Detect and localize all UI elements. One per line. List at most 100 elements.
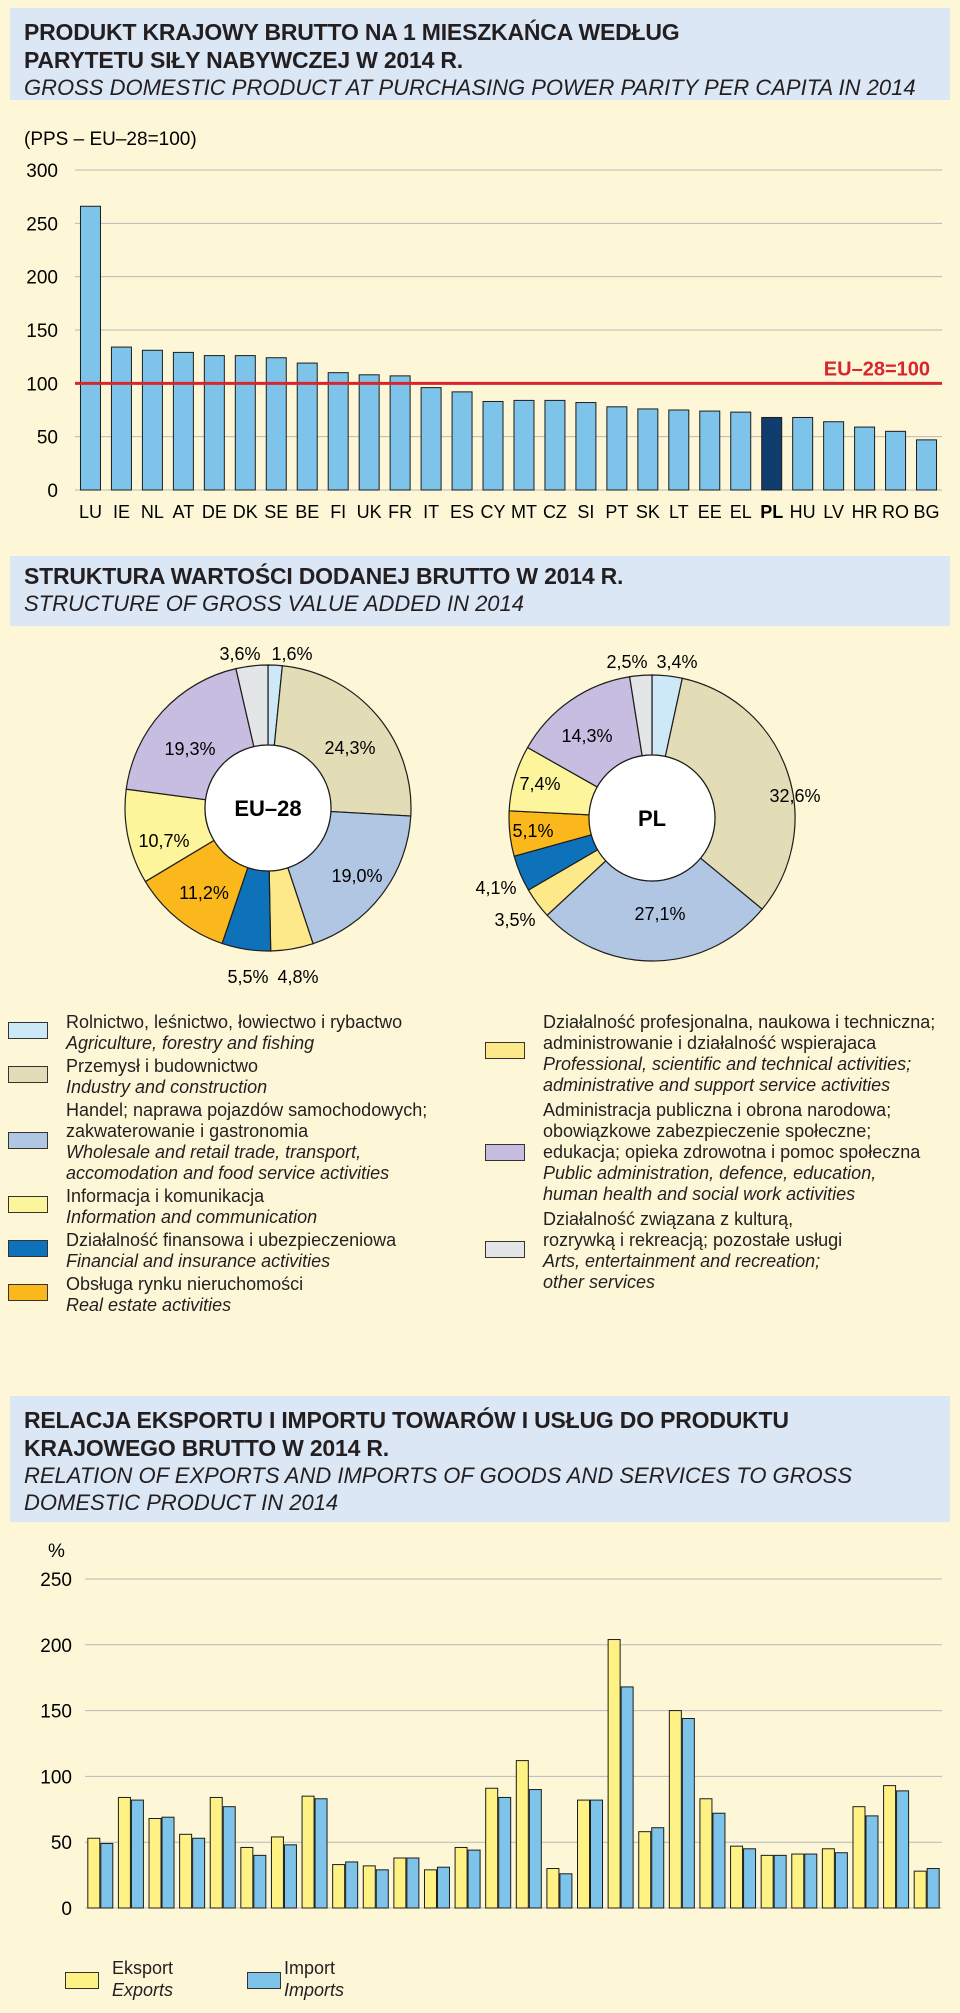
bar-exports-mt	[668, 1710, 682, 1909]
bar-imports-ee	[314, 1798, 328, 1909]
x-tick-label: FI	[398, 1919, 414, 1920]
section3-title-pl: RELACJA EKSPORTU I IMPORTU TOWARÓW I USŁ…	[24, 1407, 789, 1461]
legend-swatch-professional	[485, 1042, 525, 1059]
legend-swatch-arts	[485, 1241, 525, 1258]
legend-swatch-public-admin	[485, 1144, 525, 1161]
section1-header: PRODUKT KRAJOWY BRUTTO NA 1 MIESZKAŃCA W…	[10, 8, 950, 100]
legend-swatch-information	[8, 1196, 48, 1213]
legend-financial-en: Financial and insurance activities	[66, 1251, 331, 1271]
legend-agriculture-pl: Rolnictwo, leśnictwo, łowiectwo i rybact…	[66, 1012, 403, 1032]
reference-line-label: EU–28=100	[824, 358, 930, 380]
y-tick-label: 50	[37, 428, 58, 449]
x-tick-label: SK	[636, 502, 660, 522]
legend-professional-en1: Professional, scientific and technical a…	[543, 1054, 912, 1074]
legend-swatch-trade	[8, 1132, 48, 1149]
bar-ro	[885, 430, 907, 491]
legend-public-admin-en1: Public administration, defence, educatio…	[543, 1163, 877, 1183]
x-tick-label: AT	[173, 502, 195, 522]
bar-el	[730, 411, 752, 491]
bar-es	[451, 391, 473, 491]
x-tick-label: IE	[520, 1919, 537, 1920]
legend-information-en: Information and communication	[66, 1207, 318, 1227]
legend-professional-en2: administrative and support service activ…	[543, 1075, 891, 1095]
pl-center-label: PL	[638, 806, 666, 831]
x-tick-label: HU	[790, 502, 816, 522]
bar-exports-lt	[577, 1799, 591, 1909]
bar-imports-pt	[773, 1854, 787, 1909]
x-tick-label: SE	[823, 1919, 847, 1920]
bar-mt	[513, 399, 535, 491]
legend-trade-pl2: zakwaterowanie i gastronomia	[66, 1121, 309, 1141]
bar-pl	[761, 416, 783, 491]
bar-imports-at	[100, 1843, 114, 1909]
x-tick-label: LV	[641, 1919, 662, 1920]
bar-ie	[110, 346, 132, 491]
bar-lu	[79, 205, 101, 491]
bar-exports-de	[240, 1846, 254, 1909]
legend-exports-en: Exports	[112, 1980, 174, 2000]
section1-title-pl: PRODUKT KRAJOWY BRUTTO NA 1 MIESZKAŃCA W…	[24, 19, 680, 73]
section1-title-en: GROSS DOMESTIC PRODUCT AT PURCHASING POW…	[24, 75, 916, 100]
bar-fi	[327, 372, 349, 491]
x-tick-label: NL	[141, 502, 164, 522]
x-tick-label: SI	[857, 1919, 874, 1920]
gva-legend-left: Rolnictwo, leśnictwo, łowiectwo i rybact…	[8, 1012, 478, 1316]
x-tick-label: BE	[119, 1919, 143, 1920]
gva-structure-pie-charts: 1,6% 24,3% 19,0% 4,8% 5,5% 11,2% 10,7% 19,3% 3,6…	[124, 644, 821, 987]
bar-imports-hu	[498, 1796, 512, 1909]
section3-title-en: RELATION OF EXPORTS AND IMPORTS OF GOODS…	[24, 1463, 853, 1515]
y-tick-label: 0	[47, 481, 58, 502]
x-tick-label: PT	[605, 502, 628, 522]
legend-public-admin-pl2: obowiązkowe zabezpieczenie społeczne;	[543, 1121, 872, 1141]
x-tick-label: RO	[791, 1919, 818, 1920]
legend-item-trade: Handel; naprawa pojazdów samochodowych; …	[8, 1100, 478, 1184]
bar-imports-cz	[222, 1806, 236, 1909]
bar-exports-hu	[485, 1787, 499, 1909]
bar-imports-si	[865, 1815, 879, 1909]
x-tick-label: BE	[295, 502, 319, 522]
bar-cy	[482, 400, 504, 491]
x-tick-label: EL	[730, 502, 752, 522]
pl-slice-label: 32,6%	[769, 786, 820, 806]
x-tick-label: EL	[334, 1919, 356, 1920]
pl-slice-label: 5,1%	[512, 821, 553, 841]
bar-exports-si	[852, 1806, 866, 1909]
bar-be	[296, 362, 318, 491]
bar-imports-el	[345, 1861, 359, 1909]
legend-item-professional: Działalność profesjonalna, naukowa i tec…	[485, 1012, 955, 1096]
bar-exports-lu	[607, 1639, 621, 1909]
bar-exports-bg	[148, 1818, 162, 1909]
legend-item-real-estate: Obsługa rynku nieruchomości Real estate …	[8, 1274, 478, 1316]
bar-cz	[544, 399, 566, 491]
bar-exports-sk	[883, 1785, 897, 1909]
legend-exports-pl: Eksport	[112, 1958, 174, 1978]
bar-imports-it	[559, 1873, 573, 1909]
x-tick-label: BG	[149, 1919, 175, 1920]
x-tick-label: MT	[669, 1919, 695, 1920]
legend-trade-en2: accomodation and food service activities	[66, 1163, 390, 1183]
bar-exports-el	[332, 1864, 346, 1909]
bar-exports-hr	[454, 1846, 468, 1909]
bar-lt	[668, 409, 690, 491]
bar-exports-uk	[913, 1870, 927, 1909]
bar-lv	[823, 421, 845, 491]
bar-exports-ee	[301, 1795, 315, 1909]
x-tick-label: DK	[271, 1919, 296, 1920]
bar-exports-ie	[515, 1760, 529, 1909]
bar-imports-lt	[590, 1799, 604, 1909]
bar-imports-cy	[192, 1837, 206, 1909]
bar-imports-nl	[712, 1812, 726, 1909]
bar-imports-ie	[528, 1789, 542, 1909]
pl-slice-label: 7,4%	[519, 774, 560, 794]
legend-real-estate-pl: Obsługa rynku nieruchomości	[66, 1274, 304, 1294]
bar-exports-cz	[209, 1796, 223, 1909]
legend-arts-pl2: rozrywką i rekreacją; pozostałe usługi	[543, 1230, 843, 1250]
section2-title-pl: STRUKTURA WARTOŚCI DODANEJ BRUTTO W 2014…	[24, 563, 624, 589]
bar-imports-ro	[804, 1853, 818, 1909]
y-tick-label: 250	[26, 214, 58, 235]
x-tick-label: UK	[914, 1919, 939, 1920]
x-tick-label: NL	[701, 1919, 724, 1920]
pl-center-hole	[588, 754, 716, 882]
x-tick-label: PL	[732, 1919, 755, 1920]
x-tick-label: MT	[511, 502, 537, 522]
